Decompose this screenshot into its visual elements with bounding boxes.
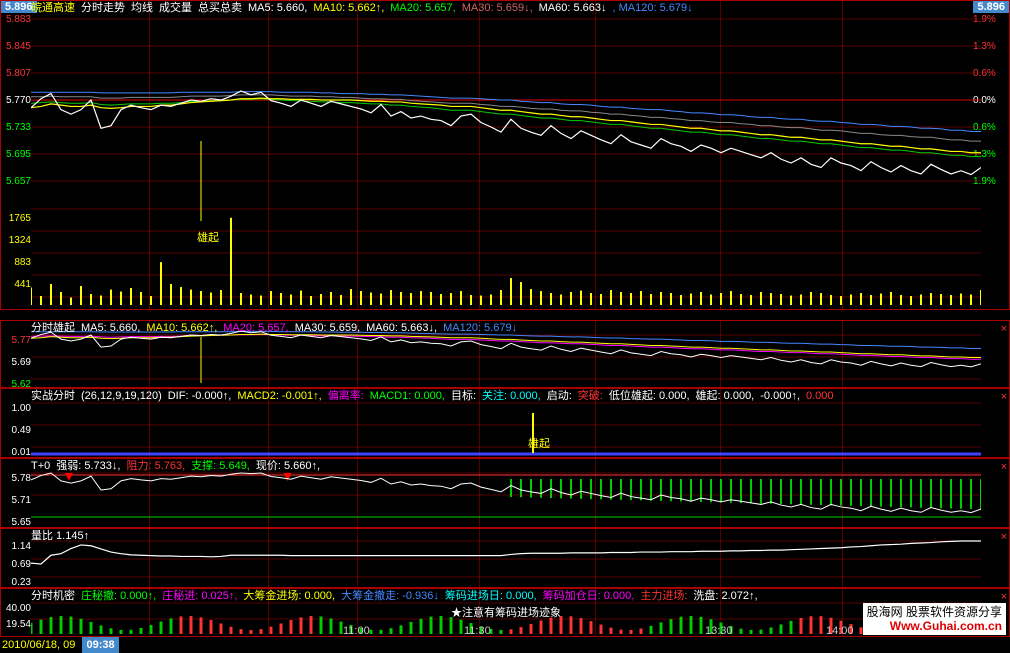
y-label-left: 5.807 bbox=[3, 68, 31, 79]
vol-label: 1765 bbox=[3, 213, 31, 224]
star-note: ★注意有筹码进场迹象 bbox=[451, 604, 561, 620]
y-label: 19.54 bbox=[3, 619, 31, 630]
panel-mini-header: 分时雄起MA5: 5.660,MA10: 5.662↑,MA20: 5.657,… bbox=[31, 321, 979, 335]
panel-liangbi[interactable]: 量比 1.145↑ × 1.14 0.69 0.23 bbox=[0, 528, 1010, 588]
panel-lb-header: 量比 1.145↑ bbox=[31, 529, 979, 543]
panel-secret-header: 分时机密庄秘撤: 0.000↑,庄秘进: 0.025↑,大筹金进场: 0.000… bbox=[31, 589, 979, 603]
panel-mini[interactable]: 分时雄起MA5: 5.660,MA10: 5.662↑,MA20: 5.657,… bbox=[0, 320, 1010, 388]
y-label-left: 5.883 bbox=[3, 14, 31, 25]
y-label: 0.23 bbox=[3, 577, 31, 588]
y-label-left: 5.657 bbox=[3, 176, 31, 187]
time-tick: 11:30 bbox=[464, 625, 491, 637]
panel-macd-header: 实战分时(26,12,9,19,120)DIF: -0.000↑,MACD2: … bbox=[31, 389, 979, 403]
y-label: 5.78 bbox=[3, 473, 31, 484]
y-label-left: 5.733 bbox=[3, 122, 31, 133]
y-label: 5.65 bbox=[3, 517, 31, 528]
vol-label: 1324 bbox=[3, 235, 31, 246]
vol-label: 883 bbox=[3, 257, 31, 268]
y-label: 5.77 bbox=[3, 335, 31, 346]
close-icon[interactable]: × bbox=[1001, 591, 1007, 603]
annotation-xiongqi: 雄起 bbox=[197, 229, 219, 245]
panel-t0-header: T+0强弱: 5.733↓,阻力: 5.763,支撑: 5.649,现价: 5.… bbox=[31, 459, 979, 473]
y-label: 1.14 bbox=[3, 541, 31, 552]
time-tick: 13:30 bbox=[705, 625, 733, 637]
time-tick: 14:00 bbox=[826, 625, 854, 637]
panel-macd[interactable]: 实战分时(26,12,9,19,120)DIF: -0.000↑,MACD2: … bbox=[0, 388, 1010, 458]
stock-intraday-screen: { "layout":{"width":1010,"height":653,"c… bbox=[0, 0, 1010, 653]
footer-date: 2010/06/18, 09 bbox=[2, 639, 75, 651]
annotation-macd: 雄起 bbox=[528, 435, 550, 451]
y-label: 1.00 bbox=[3, 403, 31, 414]
y-label-left: 5.695 bbox=[3, 149, 31, 160]
y-label: 40.00 bbox=[3, 603, 31, 614]
y-label: 5.71 bbox=[3, 495, 31, 506]
y-label: 0.69 bbox=[3, 559, 31, 570]
close-icon[interactable]: × bbox=[1001, 461, 1007, 473]
panel-secret[interactable]: 分时机密庄秘撤: 0.000↑,庄秘进: 0.025↑,大筹金进场: 0.000… bbox=[0, 588, 1010, 637]
panel-main[interactable]: 皖通高速分时走势均线成交量总买总卖MA5: 5.660,MA10: 5.662↑… bbox=[0, 0, 1010, 310]
main-chart-svg bbox=[31, 1, 981, 309]
y-label: 0.49 bbox=[3, 425, 31, 436]
y-label: 0.01 bbox=[3, 447, 31, 458]
close-icon[interactable]: × bbox=[1001, 531, 1007, 543]
watermark-line1: 股海网 股票软件资源分享 bbox=[867, 605, 1002, 619]
watermark-line2: Www.Guhai.com.cn bbox=[867, 619, 1002, 633]
y-label: 5.69 bbox=[3, 357, 31, 368]
panel-main-header: 皖通高速分时走势均线成交量总买总卖MA5: 5.660,MA10: 5.662↑… bbox=[31, 1, 979, 15]
close-icon[interactable]: × bbox=[1001, 323, 1007, 335]
y-label-left: 5.845 bbox=[3, 41, 31, 52]
panel-t0[interactable]: T+0强弱: 5.733↓,阻力: 5.763,支撑: 5.649,现价: 5.… bbox=[0, 458, 1010, 528]
time-tick: 11:00 bbox=[343, 625, 370, 637]
vol-label: 441 bbox=[3, 279, 31, 290]
y-label-left: 5.770 bbox=[3, 95, 31, 106]
footer-time-badge[interactable]: 09:38 bbox=[82, 637, 118, 653]
watermark: 股海网 股票软件资源分享 Www.Guhai.com.cn bbox=[863, 603, 1006, 635]
close-icon[interactable]: × bbox=[1001, 391, 1007, 403]
footer-bar: 2010/06/18, 09 09:38 bbox=[0, 637, 1010, 653]
